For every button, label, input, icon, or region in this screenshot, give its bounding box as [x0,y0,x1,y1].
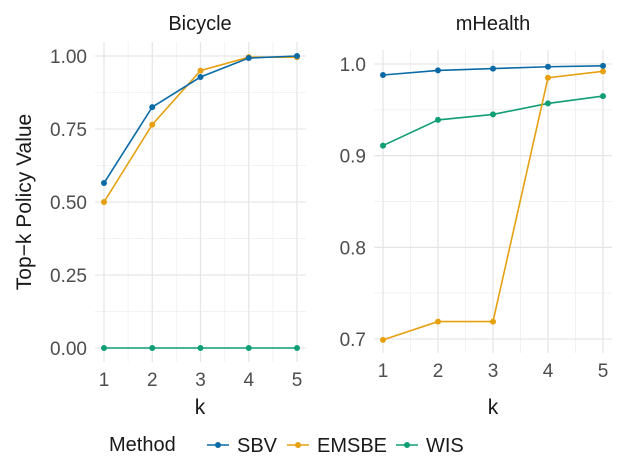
legend-marker-emsbe [295,442,301,448]
data-point-emsbe [380,336,386,343]
data-point-wis [149,345,156,351]
x-tick-label: 2 [433,361,444,382]
x-tick-label: 3 [195,370,206,391]
data-point-emsbe [197,67,204,74]
panel-title: Bicycle [168,13,231,35]
y-tick-label: 0.75 [50,120,87,141]
y-tick-label: 0.50 [50,193,87,214]
y-tick-label: 0.8 [340,238,366,259]
data-point-wis [245,345,252,351]
data-point-emsbe [545,74,551,81]
data-point-sbv [545,63,551,70]
data-point-sbv [435,67,441,74]
data-point-wis [490,111,496,118]
y-tick-labels: 0.00 0.25 0.50 0.75 1.00 [50,47,87,360]
y-tick-label: 0.7 [340,330,366,351]
data-point-emsbe [490,318,496,325]
panel-mhealth: mHealth 0.7 0.8 0.9 1.0 1 2 3 4 5 k [340,13,612,419]
data-point-sbv [294,53,300,59]
y-tick-label: 0.9 [340,147,366,168]
x-tick-label: 1 [99,370,110,391]
data-point-wis [545,100,551,107]
x-tick-label: 2 [147,370,158,391]
data-point-sbv [380,72,386,78]
x-tick-label: 4 [243,370,254,391]
data-point-wis [600,93,606,100]
data-point-sbv [245,55,252,62]
x-tick-label: 4 [543,361,554,382]
data-point-wis [197,345,204,351]
y-axis-label: Top−k Policy Value [13,114,36,290]
series-points [101,53,300,351]
y-tick-label: 1.00 [50,47,87,68]
data-point-emsbe [101,199,107,205]
x-tick-labels: 1 2 3 4 5 [378,361,609,382]
x-tick-label: 1 [378,361,389,382]
legend-label-wis: WIS [426,435,464,457]
y-tick-label: 0.25 [50,266,87,287]
data-point-sbv [600,62,606,69]
y-tick-label: 1.0 [340,55,366,76]
gridlines [95,42,306,362]
panel-title: mHealth [456,13,530,35]
x-axis-label: k [488,396,499,419]
x-tick-labels: 1 2 3 4 5 [99,370,303,391]
data-point-sbv [197,74,204,81]
panel-bicycle: Bicycle 0.00 0.25 0.50 0.75 1.00 1 2 3 4 5 k [50,13,306,419]
gridlines [374,50,612,353]
x-tick-label: 5 [598,361,609,382]
y-tick-label: 0.00 [50,339,87,360]
data-point-wis [294,345,300,351]
legend-label-emsbe: EMSBE [317,435,387,457]
data-point-wis [435,116,441,123]
legend-marker-wis [404,442,410,448]
legend-label-sbv: SBV [237,435,278,457]
legend-marker-sbv [215,442,221,448]
data-point-sbv [101,180,107,187]
legend-title: Method [109,434,176,456]
data-point-wis [380,142,386,149]
data-point-emsbe [435,318,441,325]
x-axis-label: k [195,396,206,419]
data-point-emsbe [600,68,606,75]
data-point-sbv [490,65,496,72]
x-tick-label: 3 [488,361,499,382]
data-point-emsbe [149,121,156,128]
data-point-wis [101,345,107,351]
data-point-sbv [149,104,156,111]
y-tick-labels: 0.7 0.8 0.9 1.0 [340,55,366,351]
legend-items: SBV EMSBE WIS [207,435,464,457]
x-tick-label: 5 [292,370,303,391]
series-points [380,62,606,343]
legend: Method SBV EMSBE WIS [109,434,464,457]
